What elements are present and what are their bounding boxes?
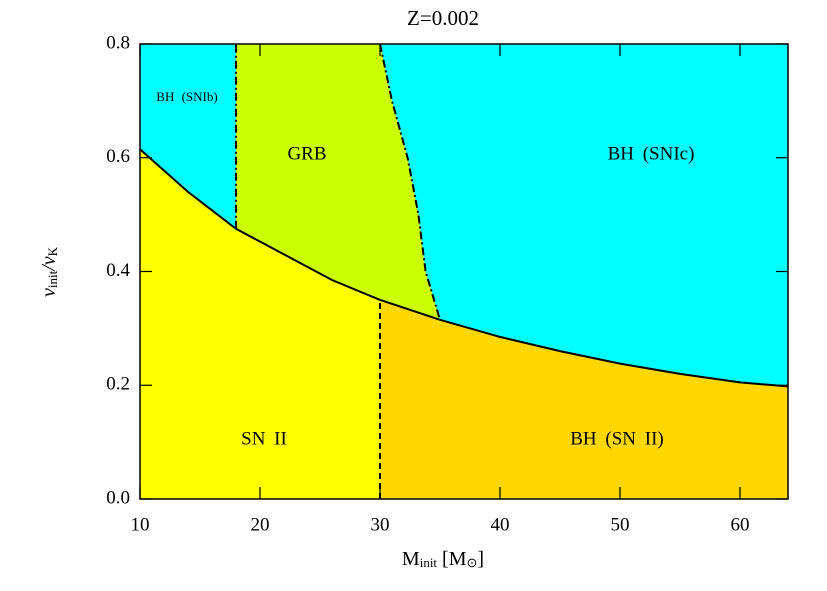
region-label: GRB [287,143,326,164]
region-sn-ii [140,149,380,499]
region-label: BH (SNIc) [608,143,695,164]
subscript: init [45,270,60,288]
region-label: SN II [241,428,287,449]
y-label: vinit/vK [38,246,60,297]
y-tick-label: 0.8 [106,32,130,53]
grb-boundary [379,43,441,321]
label-part: M [402,548,420,570]
subscript: init [420,555,438,570]
region-grb [236,44,440,320]
region-bh-sn-ii [380,299,788,499]
subscript: ⊙ [467,555,478,570]
y-tick-label: 0.2 [106,374,130,395]
y-tick-label: 0.4 [106,260,130,281]
x-tick-label: 50 [611,514,630,535]
region-label: BH (SN II) [570,428,664,449]
subscript: K [45,246,60,256]
region-label: BH (SNIb) [156,89,217,104]
label-part: /v [38,256,60,272]
x-label: Minit [M⊙] [402,548,484,570]
label-part: [M [437,548,467,570]
label-part: ] [477,548,484,570]
x-tick-label: 20 [251,514,270,535]
x-tick-label: 30 [371,514,390,535]
label-part: v [38,288,60,297]
x-tick-label: 10 [131,514,150,535]
region-bh-snib [140,44,236,229]
chart-title: Z=0.002 [407,6,479,30]
x-tick-label: 40 [491,514,510,535]
y-tick-label: 0.0 [106,487,130,508]
y-tick-label: 0.6 [106,146,130,167]
x-tick-label: 60 [731,514,750,535]
